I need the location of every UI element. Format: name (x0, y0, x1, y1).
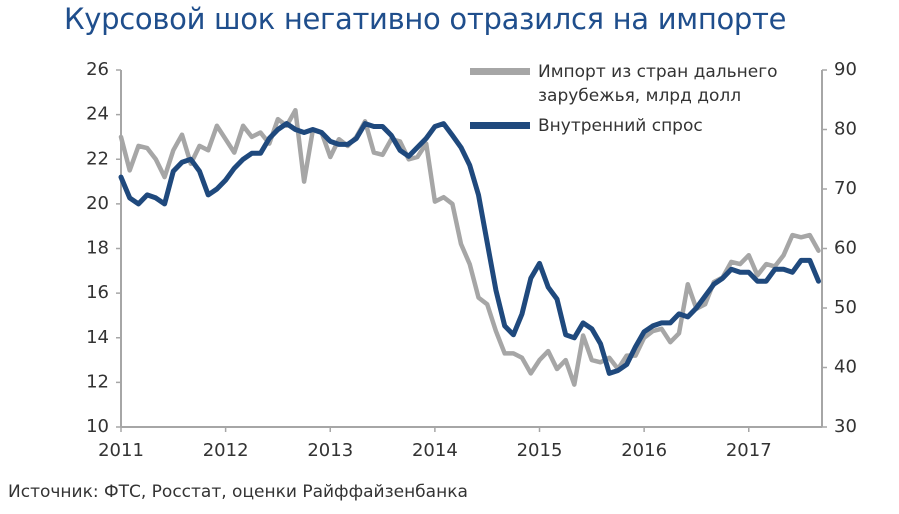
x-tick-label: 2017 (726, 440, 772, 461)
legend-label: Внутренний спрос (538, 116, 703, 136)
y2-tick-label: 90 (834, 59, 857, 80)
legend: Импорт из стран дальнего зарубежья, млрд… (470, 60, 810, 144)
source-note: Источник: ФТС, Росстат, оценки Райффайзе… (8, 482, 468, 502)
series-line (118, 121, 821, 376)
chart-title: Курсовой шок негативно отразился на импо… (64, 2, 787, 36)
y2-tick-label: 30 (834, 416, 857, 437)
y-tick-label: 20 (86, 193, 109, 214)
x-tick-label: 2011 (98, 440, 144, 461)
x-tick-label: 2016 (621, 440, 667, 461)
y2-tick-label: 50 (834, 297, 857, 318)
legend-swatch (470, 122, 530, 129)
x-tick-label: 2014 (412, 440, 458, 461)
y-tick-label: 16 (86, 282, 109, 303)
legend-label: Импорт из стран дальнего зарубежья, млрд… (538, 62, 778, 106)
x-tick-label: 2015 (517, 440, 563, 461)
x-tick-label: 2012 (203, 440, 249, 461)
y-tick-label: 26 (86, 59, 109, 80)
x-tick-label: 2013 (307, 440, 353, 461)
y2-tick-label: 40 (834, 357, 857, 378)
y-tick-label: 18 (86, 238, 109, 259)
y2-tick-label: 60 (834, 238, 857, 259)
series-line (118, 107, 821, 387)
y-tick-label: 10 (86, 416, 109, 437)
y-tick-label: 24 (86, 104, 109, 125)
y-tick-label: 14 (86, 327, 109, 348)
y-tick-label: 22 (86, 148, 109, 169)
legend-item: Импорт из стран дальнего зарубежья, млрд… (470, 60, 810, 108)
legend-swatch (470, 68, 530, 75)
y2-tick-label: 80 (834, 119, 857, 140)
y-tick-label: 12 (86, 371, 109, 392)
legend-item: Внутренний спрос (470, 114, 810, 138)
y2-tick-label: 70 (834, 178, 857, 199)
